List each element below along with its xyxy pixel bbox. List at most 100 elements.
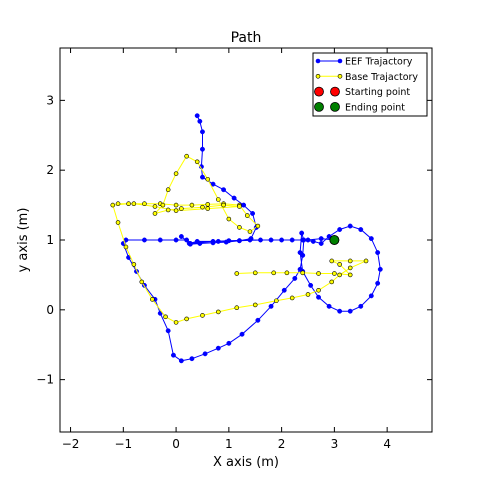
legend-label: Ending point [345, 102, 405, 113]
data-point [126, 201, 131, 206]
data-point [252, 302, 258, 308]
data-point [200, 313, 205, 318]
data-point [281, 287, 287, 293]
data-point [215, 345, 221, 351]
data-point [152, 204, 158, 209]
y-tick-label: −1 [36, 373, 54, 387]
data-point [363, 258, 369, 264]
data-point [194, 113, 200, 119]
y-tick-label: 1 [46, 233, 54, 247]
data-point [194, 159, 200, 165]
data-point [110, 202, 116, 208]
series-layer [110, 113, 383, 364]
legend-marker [330, 102, 340, 112]
data-point [141, 237, 147, 243]
data-point [347, 223, 353, 229]
data-point [123, 244, 129, 250]
data-point [247, 229, 253, 234]
data-point [305, 237, 311, 243]
data-point [236, 238, 242, 244]
data-point [337, 262, 342, 267]
x-tick-label: −2 [62, 437, 80, 451]
data-point [187, 241, 193, 246]
data-point [358, 303, 364, 309]
data-point [274, 298, 279, 304]
data-point [234, 305, 240, 311]
data-point [178, 358, 184, 364]
data-point [337, 308, 343, 314]
data-point [245, 213, 250, 218]
data-point [289, 295, 295, 301]
data-point [289, 237, 295, 243]
data-point [200, 129, 205, 135]
data-point [200, 174, 205, 180]
x-tick-label: −1 [114, 437, 132, 451]
data-point [202, 351, 208, 357]
data-point [215, 197, 221, 202]
data-point [247, 237, 253, 243]
x-tick-label: 0 [172, 437, 180, 451]
data-point [160, 202, 166, 208]
data-point [173, 237, 179, 243]
data-point [163, 314, 168, 320]
data-point [131, 201, 137, 206]
series-base-trajectory [110, 153, 369, 325]
data-point [210, 238, 216, 244]
data-point [337, 227, 343, 232]
data-point [165, 187, 171, 193]
data-point [115, 220, 121, 225]
data-point [318, 236, 324, 242]
data-point [215, 238, 221, 244]
legend: EEF Trajactory Base Trajactory Starting po… [312, 52, 428, 117]
y-tick-label: 2 [46, 163, 54, 177]
data-point [215, 309, 221, 315]
data-point [268, 237, 274, 243]
legend-label: Starting point [345, 87, 410, 98]
x-tick-label: 2 [278, 437, 286, 451]
y-tick-label: 3 [46, 93, 54, 107]
data-point [173, 171, 179, 176]
y-tick-label: 0 [46, 303, 54, 317]
data-point [184, 153, 189, 159]
data-point [221, 187, 227, 193]
chart-title: Path [231, 30, 262, 46]
legend-item: Starting point [314, 86, 410, 98]
data-point [329, 279, 335, 285]
ending-point-marker [329, 235, 340, 245]
data-point [139, 279, 145, 285]
data-point [279, 237, 285, 243]
data-point [252, 270, 258, 276]
data-point [329, 258, 335, 264]
data-point [316, 271, 321, 276]
data-point [318, 241, 324, 246]
legend-marker [315, 74, 321, 79]
data-point [221, 202, 226, 208]
data-point [347, 272, 353, 278]
data-point [157, 237, 163, 243]
data-point [142, 201, 147, 206]
data-point [189, 356, 195, 362]
data-point [347, 258, 353, 264]
data-point [131, 262, 137, 267]
x-tick-label: 1 [225, 437, 233, 451]
data-point [205, 176, 211, 182]
data-point [237, 204, 242, 209]
data-point [173, 208, 179, 213]
legend-marker [314, 102, 324, 112]
data-point [347, 265, 353, 271]
data-point [377, 266, 383, 272]
data-point [375, 250, 381, 256]
data-point [170, 352, 176, 358]
data-point [152, 211, 158, 216]
data-point [250, 211, 256, 216]
data-point [368, 293, 374, 299]
x-tick-label: 4 [383, 437, 391, 451]
data-point [358, 227, 364, 232]
data-point [210, 181, 216, 187]
series-eef-trajectory [120, 113, 383, 364]
legend-item: EEF Trajactory [315, 57, 413, 68]
data-point [284, 270, 290, 276]
x-axis-label: X axis (m) [213, 455, 279, 470]
